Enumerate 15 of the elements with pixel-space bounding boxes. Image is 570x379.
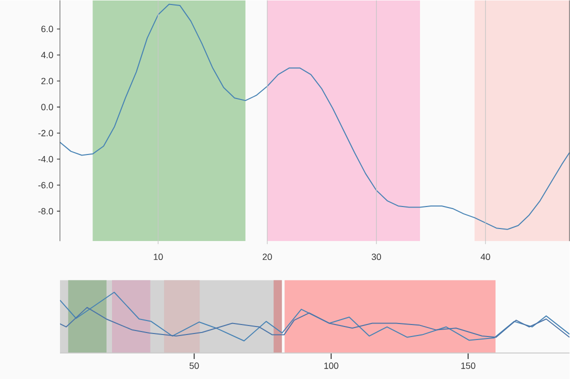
x-tick-label: 40: [480, 254, 490, 260]
y-tick-label: 2.0: [41, 78, 54, 84]
y-tick-label: -4.0: [38, 156, 54, 162]
y-tick-label: -8.0: [38, 208, 54, 214]
y-tick-label: -6.0: [38, 182, 54, 188]
y-tick-label: 4.0: [41, 52, 54, 58]
y-tick-label: 6.0: [41, 26, 54, 32]
y-tick-label: 0.0: [41, 104, 54, 110]
x-tick-label: 10: [154, 254, 163, 260]
x-tick-label: 50: [190, 362, 199, 369]
x-tick-label: 150: [461, 362, 476, 369]
x-tick-label: 100: [324, 362, 338, 369]
x-tick-label: 20: [262, 254, 272, 260]
y-tick-label: -2.0: [38, 130, 54, 136]
x-tick-label: 30: [372, 254, 382, 260]
